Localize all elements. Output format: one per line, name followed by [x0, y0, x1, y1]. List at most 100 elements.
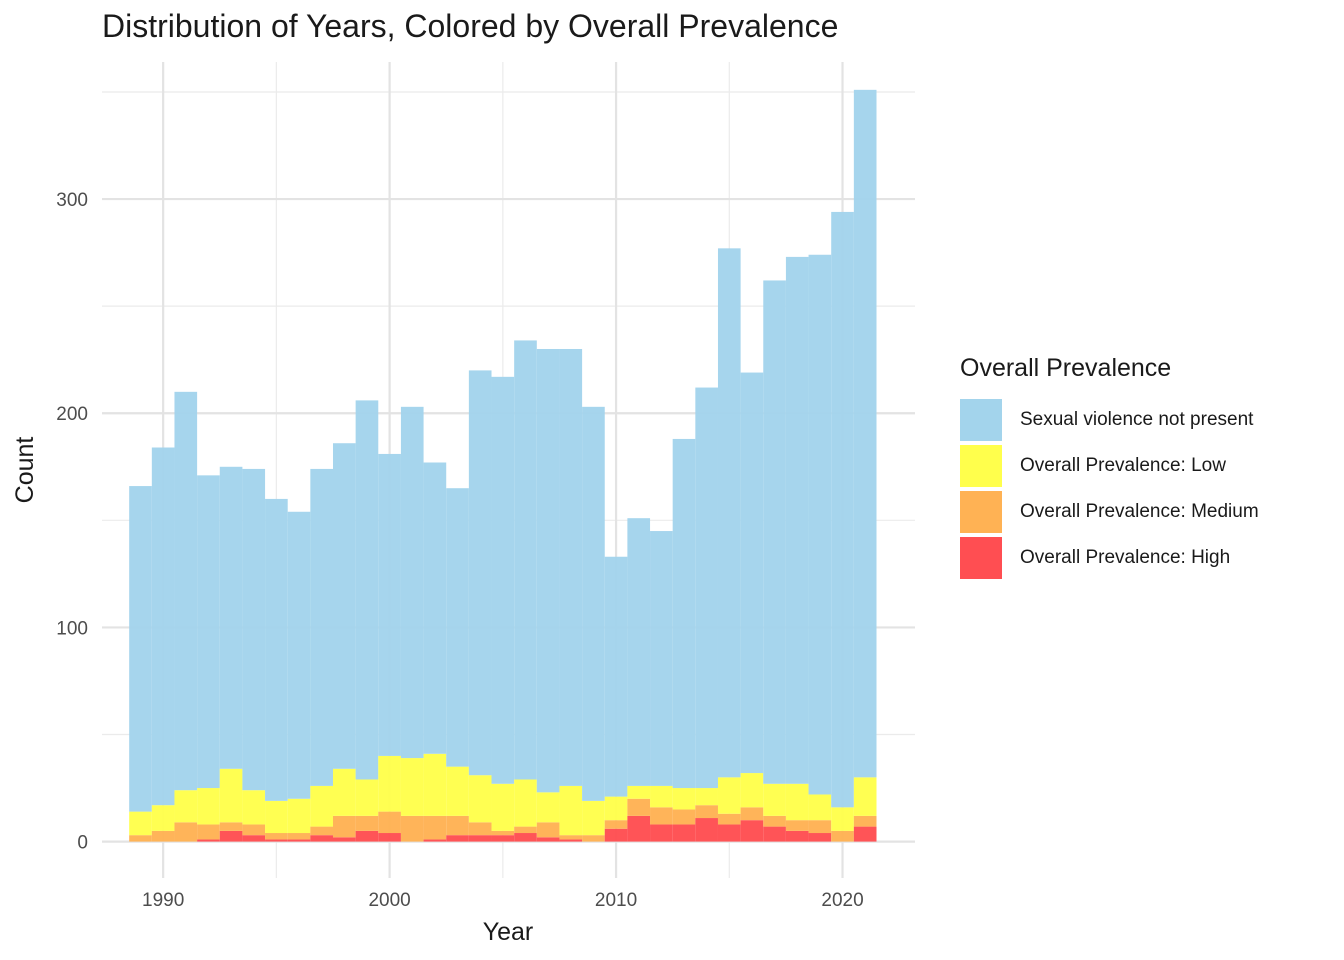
bar-segment-low	[491, 783, 515, 831]
bar-segment-high	[378, 833, 401, 842]
bar-segment-not-present	[129, 486, 152, 812]
bar-segment-medium	[310, 826, 333, 836]
bar-segment-medium	[332, 815, 356, 838]
bar-segment-medium	[265, 833, 288, 840]
stacked-bars	[129, 89, 877, 842]
bar-segment-high	[355, 830, 379, 842]
x-tick-label: 1990	[142, 890, 184, 911]
bar-segment-medium	[378, 811, 401, 834]
y-tick-label: 0	[77, 833, 88, 854]
bar-segment-low	[808, 794, 832, 821]
legend-swatch	[960, 537, 1002, 579]
bar-segment-not-present	[514, 340, 537, 780]
bar-segment-low	[378, 755, 401, 812]
bar-segment-not-present	[740, 372, 764, 774]
bar-segment-low	[355, 779, 379, 816]
bar-segment-not-present	[491, 376, 515, 784]
bar-segment-high	[559, 839, 583, 842]
bar-segment-low	[536, 792, 560, 823]
bar-segment-low	[242, 790, 266, 825]
bar-segment-low	[197, 788, 220, 825]
bar-segment-medium	[672, 809, 696, 825]
y-tick-label: 100	[56, 618, 88, 639]
bar-segment-not-present	[151, 447, 175, 806]
bar-segment-low	[650, 785, 673, 808]
bar-segment-low	[129, 811, 152, 836]
x-tick-label: 2020	[821, 890, 863, 911]
y-tick-label: 200	[56, 404, 88, 425]
bar-segment-high	[514, 833, 537, 842]
bar-segment-medium	[604, 820, 628, 829]
bar-segment-medium	[717, 813, 741, 825]
bar-segment-low	[514, 779, 537, 827]
bar-segment-high	[604, 828, 628, 842]
bar-segment-medium	[559, 835, 583, 840]
bar-segment-low	[717, 777, 741, 814]
bar-segment-not-present	[650, 531, 673, 786]
bar-segment-medium	[763, 815, 786, 827]
bar-segment-high	[650, 824, 673, 842]
bar-segment-low	[582, 800, 605, 836]
bar-segment-not-present	[559, 348, 583, 786]
bar-segment-high	[265, 839, 288, 842]
bar-segment-low	[763, 783, 786, 816]
bar-segment-not-present	[423, 462, 447, 754]
bar-segment-not-present	[695, 387, 718, 789]
bar-segment-medium	[785, 820, 809, 831]
bar-segment-not-present	[287, 511, 311, 799]
bar-segment-low	[446, 766, 469, 816]
bar-segment-not-present	[627, 518, 651, 786]
bar-segment-medium	[151, 830, 175, 842]
bar-segment-not-present	[604, 556, 628, 797]
bar-segment-not-present	[446, 488, 469, 767]
bar-segment-low	[310, 785, 333, 827]
bar-segment-high	[287, 839, 311, 842]
bar-segment-low	[468, 775, 492, 823]
bar-segment-not-present	[174, 391, 198, 791]
bar-segment-low	[627, 785, 651, 799]
y-axis-title: Count	[11, 437, 39, 504]
legend-label: Overall Prevalence: Medium	[1020, 501, 1259, 522]
legend-label: Overall Prevalence: Low	[1020, 455, 1226, 476]
legend-item: Sexual violence not present	[960, 397, 1259, 443]
bar-segment-medium	[197, 824, 220, 840]
bar-segment-medium	[808, 820, 832, 834]
bar-segment-low	[265, 800, 288, 834]
bar-segment-high	[423, 839, 447, 842]
bar-segment-not-present	[219, 466, 243, 769]
x-tick-label: 2010	[595, 890, 637, 911]
bar-segment-high	[785, 830, 809, 842]
bar-segment-medium	[650, 807, 673, 825]
bar-segment-not-present	[355, 400, 379, 780]
bar-segment-not-present	[332, 443, 356, 769]
bar-segment-medium	[695, 805, 718, 819]
bar-segment-high	[242, 835, 266, 842]
bar-segment-low	[831, 807, 854, 831]
bar-segment-medium	[400, 815, 424, 842]
bar-segment-high	[808, 833, 832, 842]
bar-segment-medium	[627, 798, 651, 816]
bar-segment-not-present	[853, 89, 877, 778]
bar-segment-not-present	[378, 453, 401, 756]
bar-segment-low	[559, 785, 583, 836]
legend-title: Overall Prevalence	[960, 354, 1172, 382]
bar-segment-low	[151, 805, 175, 831]
x-axis-title: Year	[483, 918, 534, 946]
bar-segment-medium	[446, 815, 469, 836]
bar-segment-medium	[853, 815, 877, 827]
bar-segment-medium	[536, 822, 560, 838]
legend-swatch	[960, 491, 1002, 533]
bar-segment-not-present	[672, 438, 696, 789]
bar-segment-low	[785, 783, 809, 821]
bar-segment-high	[491, 835, 515, 842]
bar-segment-high	[310, 835, 333, 842]
bar-segment-high	[740, 820, 764, 842]
bar-segment-not-present	[808, 254, 832, 795]
bar-segment-low	[604, 796, 628, 821]
legend-item: Overall Prevalence: High	[960, 535, 1259, 581]
bar-segment-not-present	[831, 211, 854, 808]
legend-swatch	[960, 399, 1002, 441]
bar-segment-medium	[491, 830, 515, 836]
bar-segment-medium	[355, 815, 379, 831]
